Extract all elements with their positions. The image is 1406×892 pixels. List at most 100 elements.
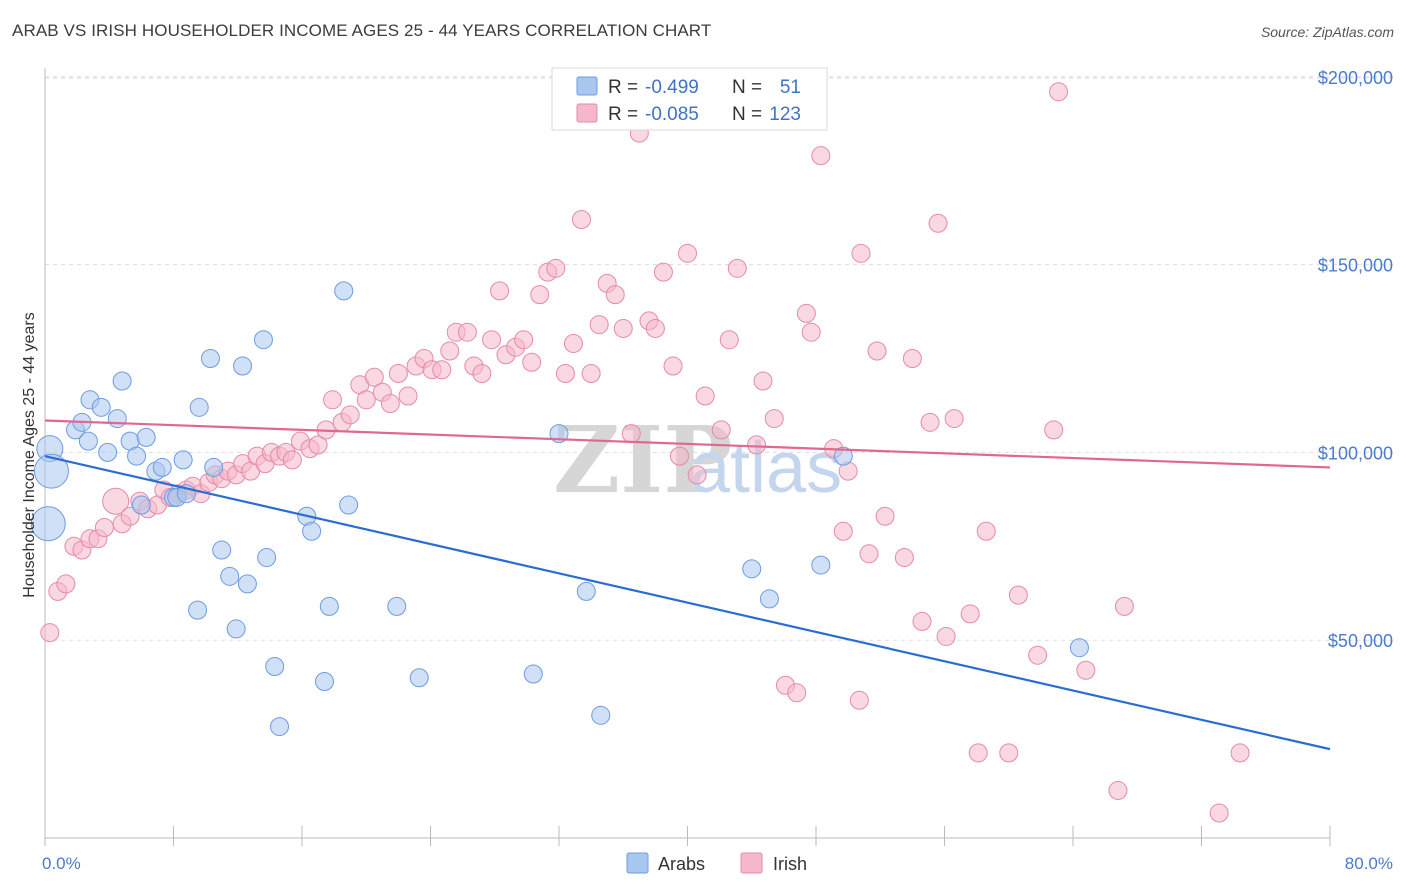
watermark: ZIP atlas [553,406,842,514]
irish-point-67 [571,210,591,230]
arabs-point-32 [226,619,246,639]
arabs-point-15 [152,457,172,477]
legend-swatch-irish [576,103,598,123]
arabs-point-20 [131,495,151,515]
irish-point-117 [1049,82,1069,102]
arabs-point-45 [591,705,611,725]
arabs-point-49 [833,446,853,466]
irish-point-88 [753,371,773,391]
irish-point-79 [669,446,689,466]
irish-point-71 [605,285,625,305]
irish-point-46 [398,386,418,406]
irish-point-60 [514,330,534,350]
irish-point-122 [1230,743,1250,763]
arabs-point-9 [107,409,127,429]
arabs-point-36 [302,521,322,541]
irish-point-85 [719,330,739,350]
irish-point-84 [711,420,731,440]
arabs-point-21 [189,397,209,417]
irish-point-92 [796,303,816,323]
irish-point-112 [976,521,996,541]
legend-r-value-2: -0.085 [645,104,699,125]
arabs-point-13 [136,427,156,447]
legend-swatch-arabs [576,76,598,96]
arabs-point-31 [188,600,208,620]
y-tick-label-3: $200,000 [1318,68,1393,88]
legend-r-label-1: R = [608,77,638,98]
y-axis-label: Householder Income Ages 25 - 44 years [21,312,38,598]
irish-point-7 [94,518,114,538]
series-legend: Arabs Irish [626,852,807,874]
irish-point-44 [380,394,400,414]
arabs-point-44 [576,581,596,601]
irish-point-76 [645,318,665,338]
irish-point-72 [613,318,633,338]
trend-lines [44,419,1331,751]
arabs-point-24 [233,356,253,376]
irish-point-98 [849,690,869,710]
irish-point-32 [282,450,302,470]
arabs-point-10 [112,371,132,391]
irish-point-77 [653,262,673,282]
irish-point-118 [1076,660,1096,680]
arabs-point-47 [759,589,779,609]
irish-point-8 [102,487,130,515]
arabs-point-41 [409,668,429,688]
chart-source: Source: ZipAtlas.com [1260,24,1394,40]
irish-point-35 [308,435,328,455]
correlation-legend: R = -0.499 N = 51 R = -0.085 N = 123 [551,67,828,131]
arabs-point-22 [200,348,220,368]
arabs-point-26 [334,281,354,301]
arabs-point-50 [1069,638,1089,658]
arabs-point-2 [30,506,66,542]
irish-point-2 [56,574,76,594]
irish-point-102 [875,506,895,526]
arabs-point-6 [91,397,111,417]
irish-point-113 [999,743,1019,763]
y-tick-labels: $50,000 $100,000 $150,000 $200,000 [1318,68,1393,651]
arabs-point-46 [742,559,762,579]
arabs-point-38 [319,596,339,616]
irish-point-120 [1114,596,1134,616]
arabs-point-28 [220,566,240,586]
irish-point-56 [482,330,502,350]
arabs-point-33 [265,656,285,676]
irish-point-121 [1209,803,1229,823]
arabs-trend-line [44,455,1331,751]
arabs-point-34 [270,717,290,737]
irish-point-45 [388,364,408,384]
arabs-point-7 [78,431,98,451]
legend-n-label-2: N = [732,104,762,125]
arabs-point-30 [257,548,277,568]
irish-point-106 [920,412,940,432]
y-tick-label-0: $50,000 [1328,631,1393,651]
legend-n-value-1: 51 [780,77,801,98]
arabs-point-25 [253,330,273,350]
irish-point-105 [912,611,932,631]
irish-point-41 [356,390,376,410]
irish-point-81 [687,465,707,485]
irish-point-93 [801,322,821,342]
irish-point-53 [457,322,477,342]
irish-point-39 [340,405,360,425]
irish-point-10 [120,506,140,526]
irish-point-119 [1108,780,1128,800]
x-tick-label-0: 0.0% [42,854,81,873]
irish-point-115 [1028,645,1048,665]
irish-point-37 [323,390,343,410]
irish-point-69 [589,315,609,335]
arabs-point-18 [173,450,193,470]
irish-point-55 [472,364,492,384]
irish-point-68 [581,364,601,384]
irish-trend-line [44,419,1331,469]
irish-point-73 [621,424,641,444]
legend-r-label-2: R = [608,104,638,125]
legend-r-value-1: -0.499 [645,77,699,98]
arabs-point-29 [237,574,257,594]
bottom-legend-swatch-irish [740,852,763,874]
bottom-legend-arabs: Arabs [658,854,705,874]
arabs-point-23 [204,457,224,477]
arabs-point-8 [98,442,118,462]
arabs-point-12 [127,446,147,466]
